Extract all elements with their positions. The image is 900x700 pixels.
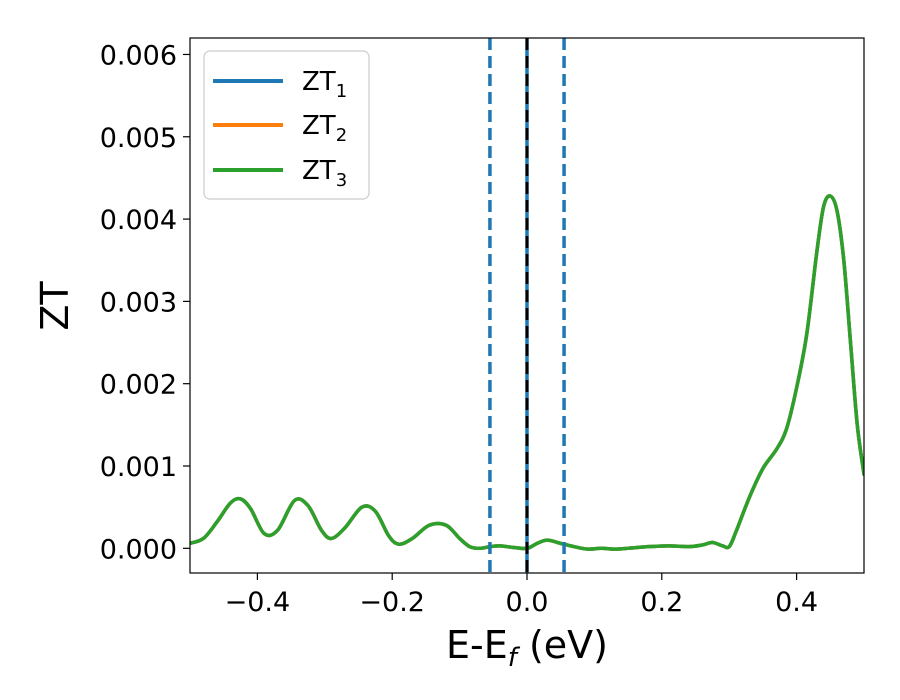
y-tick-label: 0.002 xyxy=(100,370,177,401)
y-tick-label: 0.000 xyxy=(100,534,177,565)
legend-label-zt1: ZT1 xyxy=(302,67,347,102)
y-tick-label: 0.001 xyxy=(100,452,177,483)
x-axis-label: E-Ef (eV) xyxy=(446,623,608,673)
x-tick-label: −0.2 xyxy=(359,587,425,618)
x-tick-label: −0.4 xyxy=(225,587,291,618)
y-tick-label: 0.005 xyxy=(100,123,177,154)
axes: −0.4 −0.2 0.0 0.2 0.4 0.000 0.001 0.002 0.003 0.0… xyxy=(100,40,818,618)
legend-box xyxy=(203,50,370,200)
x-tick-label: 0.2 xyxy=(640,587,683,618)
x-tick-label: 0.4 xyxy=(775,587,818,618)
y-tick-label: 0.004 xyxy=(100,205,177,236)
plot-content xyxy=(190,38,864,573)
legend-label-zt2: ZT2 xyxy=(302,111,347,146)
y-axis-label: ZT xyxy=(33,281,77,331)
y-tick-label: 0.003 xyxy=(100,287,177,318)
legend: ZT1 ZT2 ZT3 xyxy=(203,50,370,200)
x-tick-label: 0.0 xyxy=(506,587,549,618)
legend-label-zt3: ZT3 xyxy=(302,156,347,191)
series-line-zt3 xyxy=(190,194,864,551)
y-tick-label: 0.006 xyxy=(100,40,177,71)
